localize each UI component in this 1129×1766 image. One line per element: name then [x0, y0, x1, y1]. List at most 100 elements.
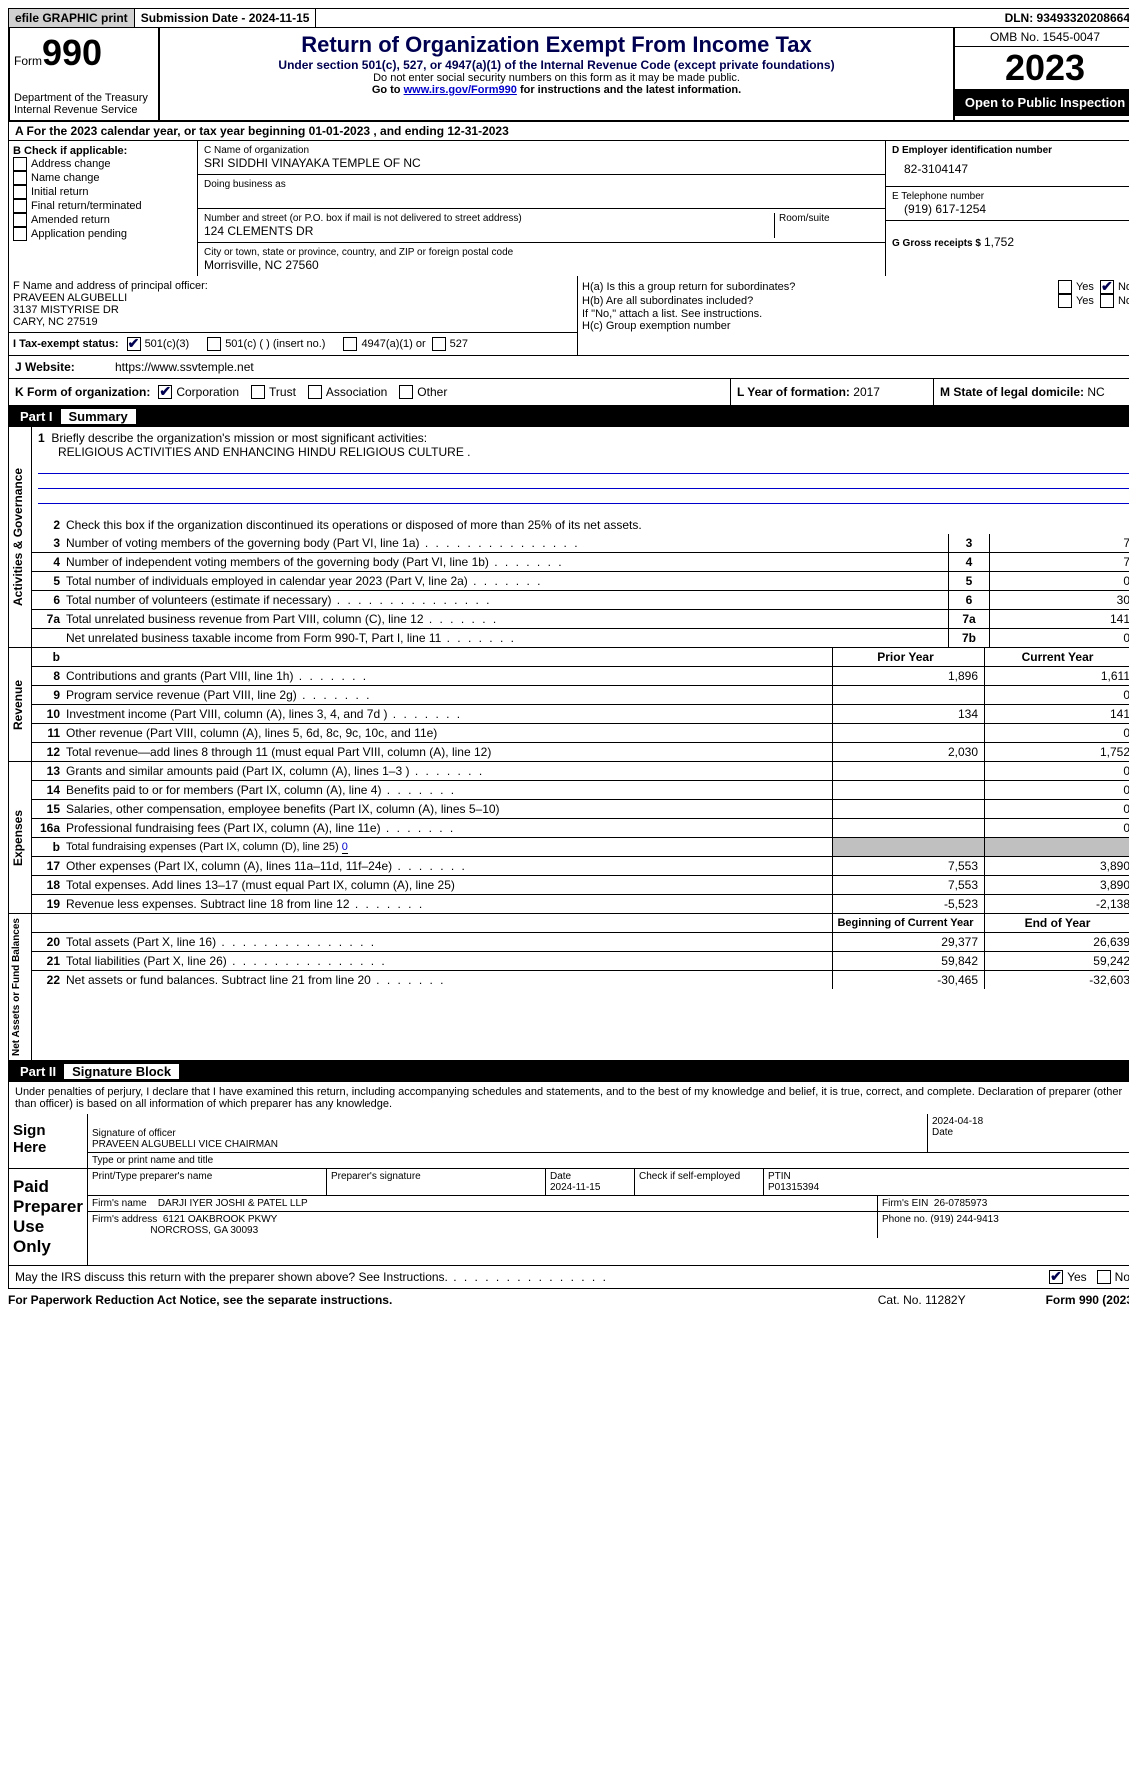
part1-header: Part I Summary: [8, 406, 1129, 427]
l17-text: Other expenses (Part IX, column (A), lin…: [66, 857, 832, 875]
prep-date-val: 2024-11-15: [550, 1182, 600, 1193]
paid-preparer-block: Paid Preparer Use Only Print/Type prepar…: [8, 1169, 1129, 1266]
cb-initial-return[interactable]: [13, 185, 27, 199]
l7a-val: 141: [990, 610, 1129, 628]
k-trust: Trust: [269, 385, 296, 399]
discuss-no: No: [1115, 1270, 1129, 1284]
ssn-note: Do not enter social security numbers on …: [164, 72, 949, 84]
l12-text: Total revenue—add lines 8 through 11 (mu…: [66, 743, 832, 761]
cb-ha-yes[interactable]: [1058, 280, 1072, 294]
c-name-label: C Name of organization: [204, 145, 879, 156]
l19-curr: -2,138: [984, 895, 1129, 913]
k-other: Other: [417, 385, 447, 399]
l20-curr: 26,639: [984, 933, 1129, 951]
cb-address-change[interactable]: [13, 157, 27, 171]
org-name: SRI SIDDHI VINAYAKA TEMPLE OF NC: [204, 156, 879, 170]
cb-final-return[interactable]: [13, 199, 27, 213]
l1-line2: [38, 474, 1129, 489]
ha-no: No: [1118, 281, 1129, 293]
j-label: J Website:: [15, 360, 115, 374]
cb-app-pending[interactable]: [13, 227, 27, 241]
cb-4947[interactable]: [343, 337, 357, 351]
irs-link[interactable]: www.irs.gov/Form990: [404, 84, 517, 96]
form-header: Form990 Department of the Treasury Inter…: [8, 28, 1129, 122]
form-number: 990: [42, 32, 102, 73]
l2-text: Check this box if the organization disco…: [66, 516, 1129, 534]
l20-prior: 29,377: [832, 933, 984, 951]
goto-pre: Go to: [372, 84, 404, 96]
city-label: City or town, state or province, country…: [204, 247, 879, 258]
cb-discuss-yes[interactable]: [1049, 1270, 1063, 1284]
beg-year-header: Beginning of Current Year: [832, 914, 984, 932]
b-app-pending: Application pending: [31, 228, 127, 240]
k-assoc: Association: [326, 385, 387, 399]
prep-name-label: Print/Type preparer's name: [88, 1169, 327, 1195]
cb-other[interactable]: [399, 385, 413, 399]
hb-yes: Yes: [1076, 295, 1094, 307]
row-klm: K Form of organization: Corporation Trus…: [8, 379, 1129, 406]
firm-addr1: 6121 OAKBROOK PKWY: [163, 1214, 278, 1225]
sig-disclaimer: Under penalties of perjury, I declare th…: [8, 1082, 1129, 1114]
l21-text: Total liabilities (Part X, line 26): [66, 952, 832, 970]
cb-discuss-no[interactable]: [1097, 1270, 1111, 1284]
k-label: K Form of organization:: [15, 385, 150, 399]
l3-val: 7: [990, 534, 1129, 552]
l8-curr: 1,611: [984, 667, 1129, 685]
hb-label: H(b) Are all subordinates included?: [582, 295, 1058, 307]
ha-label: H(a) Is this a group return for subordin…: [582, 281, 1058, 293]
l5-text: Total number of individuals employed in …: [66, 572, 948, 590]
k-corp: Corporation: [176, 385, 239, 399]
summary-expenses: Expenses 13Grants and similar amounts pa…: [8, 762, 1129, 914]
l-value: 2017: [853, 385, 880, 399]
cb-hb-yes[interactable]: [1058, 294, 1072, 308]
ptin-label: PTIN: [768, 1171, 791, 1182]
cb-hb-no[interactable]: [1100, 294, 1114, 308]
l16b-curr-gray: [984, 838, 1129, 856]
b-initial-return: Initial return: [31, 186, 88, 198]
side-governance: Activities & Governance: [9, 427, 32, 647]
cb-assoc[interactable]: [308, 385, 322, 399]
l8-prior: 1,896: [832, 667, 984, 685]
cb-corp[interactable]: [158, 385, 172, 399]
side-expenses: Expenses: [9, 762, 32, 913]
i-501c3: 501(c)(3): [145, 338, 190, 350]
summary-governance: Activities & Governance 1 Briefly descri…: [8, 427, 1129, 648]
row-j-website: J Website: https://www.ssvtemple.net: [8, 356, 1129, 379]
form-word: Form: [14, 54, 42, 68]
ptin-val: P01315394: [768, 1182, 819, 1193]
cb-name-change[interactable]: [13, 171, 27, 185]
discuss-yes: Yes: [1067, 1270, 1087, 1284]
b-final-return: Final return/terminated: [31, 200, 142, 212]
paperwork-notice: For Paperwork Reduction Act Notice, see …: [8, 1293, 878, 1307]
l12-prior: 2,030: [832, 743, 984, 761]
open-public: Open to Public Inspection: [955, 89, 1129, 116]
prep-sig-label: Preparer's signature: [327, 1169, 546, 1195]
l15-prior: [832, 800, 984, 818]
cb-501c3[interactable]: [127, 337, 141, 351]
officer-name: PRAVEEN ALGUBELLI: [13, 292, 573, 304]
efile-button[interactable]: efile GRAPHIC print: [9, 9, 135, 27]
cb-527[interactable]: [432, 337, 446, 351]
paid-preparer-label: Paid Preparer Use Only: [9, 1169, 88, 1265]
row-a-tax-year: A For the 2023 calendar year, or tax yea…: [8, 122, 1129, 141]
city-state-zip: Morrisville, NC 27560: [204, 258, 879, 272]
dba-label: Doing business as: [204, 179, 879, 190]
l10-text: Investment income (Part VIII, column (A)…: [66, 705, 832, 723]
cb-501c[interactable]: [207, 337, 221, 351]
l17-curr: 3,890: [984, 857, 1129, 875]
tax-year: 2023: [955, 47, 1129, 89]
sig-officer-label: Signature of officer: [92, 1128, 923, 1139]
check-self-label: Check if self-employed: [639, 1171, 740, 1182]
room-label: Room/suite: [779, 213, 879, 224]
part1-title: Summary: [61, 409, 136, 424]
l6-val: 30: [990, 591, 1129, 609]
cb-amended[interactable]: [13, 213, 27, 227]
l15-text: Salaries, other compensation, employee b…: [66, 800, 832, 818]
l22-prior: -30,465: [832, 971, 984, 989]
part1-label: Part I: [16, 409, 65, 424]
cb-ha-no[interactable]: [1100, 280, 1114, 294]
cb-trust[interactable]: [251, 385, 265, 399]
l14-text: Benefits paid to or for members (Part IX…: [66, 781, 832, 799]
l13-text: Grants and similar amounts paid (Part IX…: [66, 762, 832, 780]
l-label: L Year of formation:: [737, 385, 850, 399]
